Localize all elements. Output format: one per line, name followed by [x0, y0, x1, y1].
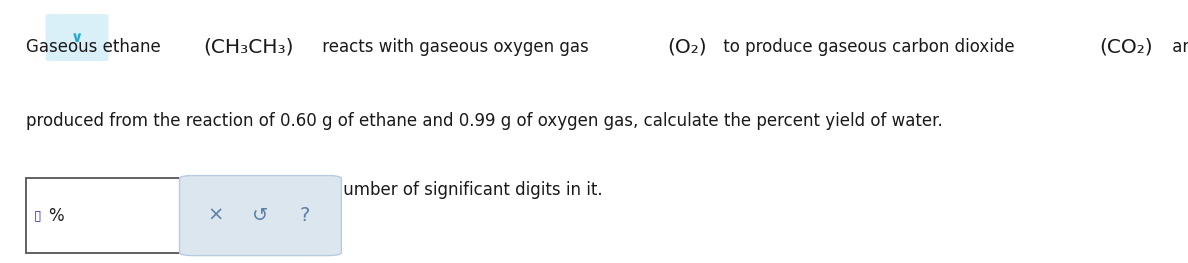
Text: ∨: ∨: [71, 30, 83, 45]
Text: to produce gaseous carbon dioxide: to produce gaseous carbon dioxide: [718, 38, 1019, 55]
Text: (CH₃CH₃): (CH₃CH₃): [203, 38, 293, 57]
Text: Gaseous ethane: Gaseous ethane: [26, 38, 166, 55]
Text: and gaseous water: and gaseous water: [1168, 38, 1188, 55]
FancyBboxPatch shape: [45, 14, 108, 61]
Text: ×: ×: [208, 206, 225, 225]
Text: ↺: ↺: [252, 206, 268, 225]
Text: reacts with gaseous oxygen gas: reacts with gaseous oxygen gas: [317, 38, 594, 55]
Text: Be sure your answer has the correct number of significant digits in it.: Be sure your answer has the correct numb…: [26, 181, 602, 199]
Text: (CO₂): (CO₂): [1099, 38, 1154, 57]
FancyBboxPatch shape: [179, 175, 341, 256]
Text: ▯: ▯: [34, 209, 42, 222]
Text: %: %: [48, 206, 64, 225]
Text: (O₂): (O₂): [668, 38, 707, 57]
Text: produced from the reaction of 0.60 g of ethane and 0.99 g of oxygen gas, calcula: produced from the reaction of 0.60 g of …: [26, 112, 942, 130]
FancyBboxPatch shape: [26, 179, 183, 253]
Text: ?: ?: [299, 206, 310, 225]
